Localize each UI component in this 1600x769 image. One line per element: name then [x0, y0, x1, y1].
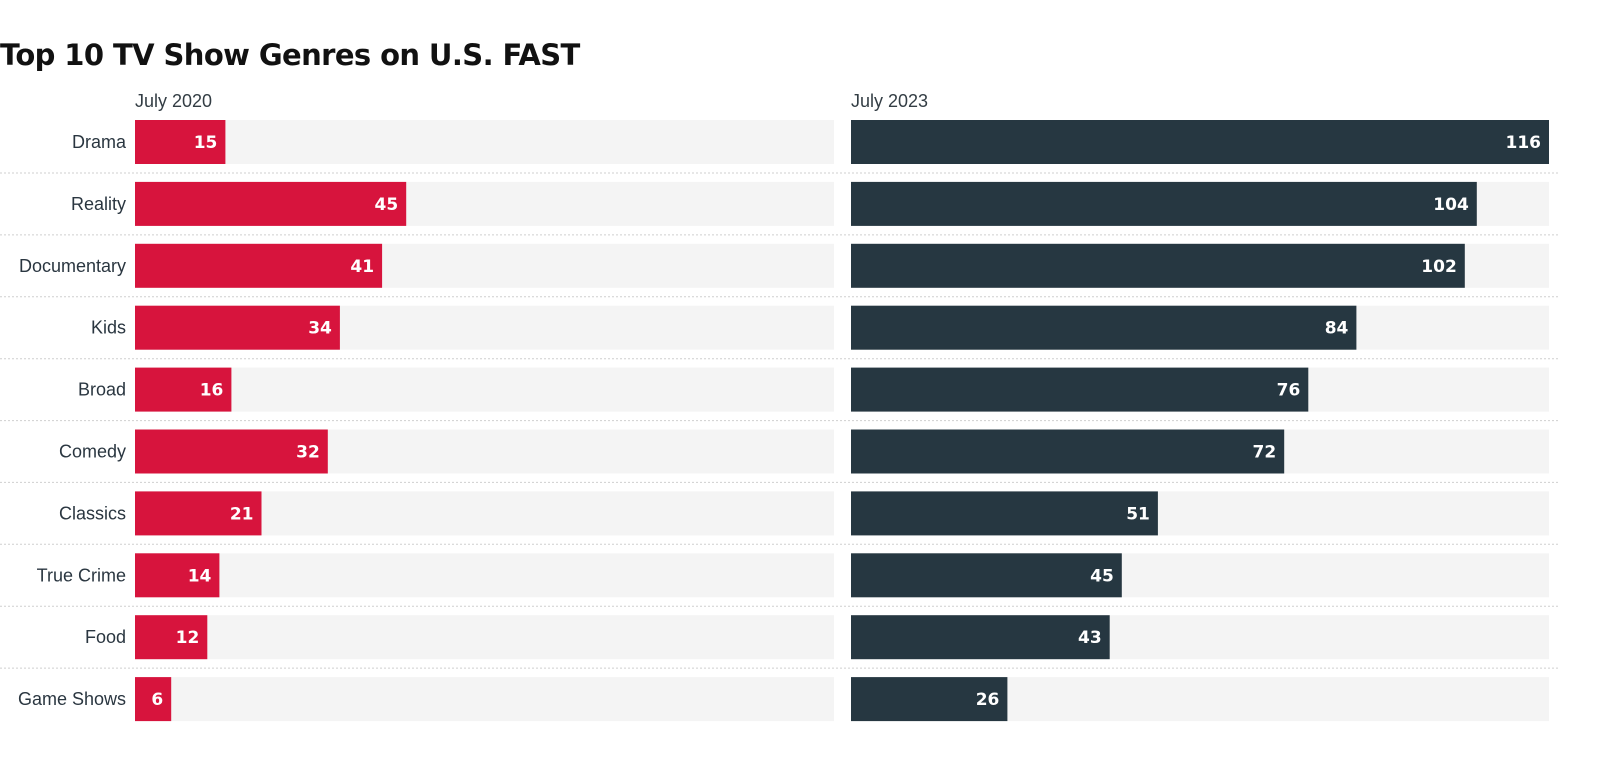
data-label-july-2023-reality: 104 [1433, 195, 1469, 215]
data-label-july-2020-reality: 45 [375, 195, 399, 215]
bar-july-2023-drama [851, 120, 1549, 164]
data-label-july-2020-broad: 16 [200, 381, 224, 401]
bar-july-2020-kids [135, 305, 340, 350]
data-label-july-2023-food: 43 [1078, 628, 1102, 648]
bar-july-2020-true-crime [135, 553, 220, 598]
bar-july-2020-drama [135, 120, 226, 164]
bar-july-2020-broad [135, 367, 232, 412]
category-label-true-crime: True Crime [37, 565, 126, 585]
category-label-broad: Broad [78, 380, 126, 400]
bar-july-2023-kids [851, 305, 1357, 350]
category-label-reality: Reality [71, 194, 126, 214]
bar-july-2020-game-shows [135, 677, 172, 722]
bar-track [135, 553, 834, 598]
data-label-july-2020-kids: 34 [308, 319, 332, 339]
category-label-drama: Drama [72, 132, 127, 152]
bar-july-2020-comedy [135, 429, 328, 474]
data-label-july-2020-comedy: 32 [296, 443, 320, 463]
chart-title: Top 10 TV Show Genres on U.S. FAST [0, 38, 580, 72]
data-label-july-2020-documentary: 41 [350, 257, 374, 277]
data-label-july-2020-drama: 15 [194, 133, 218, 153]
category-label-documentary: Documentary [19, 256, 126, 276]
bar-july-2023-game-shows [851, 677, 1008, 722]
category-label-classics: Classics [59, 503, 126, 523]
bar-july-2023-reality [851, 181, 1477, 226]
data-label-july-2020-game-shows: 6 [151, 690, 163, 710]
category-label-kids: Kids [91, 318, 126, 338]
series-label-july-2020: July 2020 [135, 91, 212, 111]
bar-july-2023-food [851, 615, 1110, 660]
data-label-july-2023-classics: 51 [1126, 504, 1150, 524]
data-label-july-2023-broad: 76 [1277, 381, 1301, 401]
bar-july-2020-reality [135, 181, 407, 226]
bar-track [135, 677, 834, 722]
data-label-july-2023-kids: 84 [1325, 319, 1349, 339]
data-label-july-2020-true-crime: 14 [188, 566, 212, 586]
data-label-july-2023-documentary: 102 [1421, 257, 1457, 277]
bar-track [135, 367, 834, 412]
bar-track [135, 615, 834, 660]
category-label-food: Food [85, 627, 126, 647]
category-label-comedy: Comedy [59, 442, 126, 462]
bar-july-2023-broad [851, 367, 1309, 412]
data-label-july-2020-classics: 21 [230, 504, 254, 524]
category-label-game-shows: Game Shows [18, 689, 126, 709]
data-label-july-2023-game-shows: 26 [976, 690, 1000, 710]
bar-july-2020-classics [135, 491, 262, 536]
series-label-july-2023: July 2023 [851, 91, 928, 111]
bar-july-2023-true-crime [851, 553, 1122, 598]
data-label-july-2020-food: 12 [176, 628, 200, 648]
data-label-july-2023-drama: 116 [1506, 133, 1542, 153]
bar-july-2023-comedy [851, 429, 1285, 474]
bar-july-2020-food [135, 615, 208, 660]
data-label-july-2023-true-crime: 45 [1090, 566, 1114, 586]
bar-track [135, 120, 834, 164]
data-label-july-2023-comedy: 72 [1253, 443, 1277, 463]
bar-july-2023-documentary [851, 243, 1465, 288]
bar-july-2020-documentary [135, 243, 383, 288]
bar-july-2023-classics [851, 491, 1158, 536]
